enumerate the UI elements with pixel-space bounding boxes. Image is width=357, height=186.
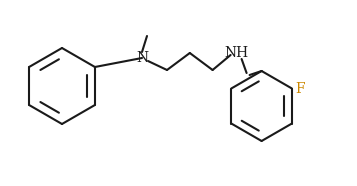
Text: NH: NH <box>225 46 249 60</box>
Text: N: N <box>136 51 148 65</box>
Text: F: F <box>295 81 305 95</box>
